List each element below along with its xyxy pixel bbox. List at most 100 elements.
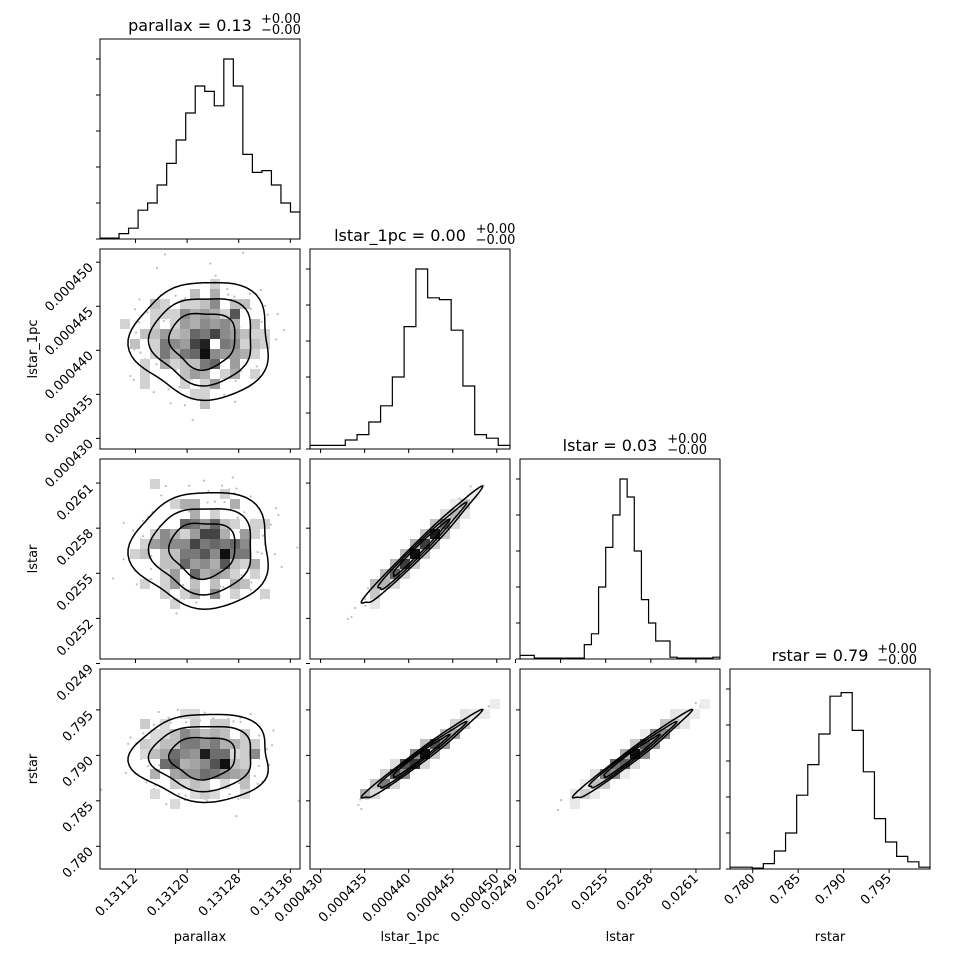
contour: [376, 720, 468, 789]
scatter-point: [167, 388, 170, 391]
density-cell: [200, 369, 210, 379]
scatter-point: [188, 484, 191, 487]
scatter-point: [176, 708, 179, 711]
scatter-point: [100, 788, 103, 791]
density-cell: [390, 759, 400, 769]
density-cell: [140, 719, 150, 729]
contour: [587, 720, 678, 789]
density-cell: [170, 769, 180, 779]
panel-parallax-vs-parallax: parallax = 0.13 +0.00−0.00: [96, 12, 301, 243]
scatter-point: [243, 511, 246, 514]
density-cell: [380, 579, 390, 589]
scatter-point: [346, 617, 349, 620]
density-cell: [680, 709, 690, 719]
scatter-point: [277, 513, 280, 516]
y-tick-label-lstar: 0.0255: [54, 572, 97, 615]
scatter-point: [183, 404, 187, 407]
x-tick-label-parallax: 0.13128: [196, 871, 245, 920]
scatter-point: [158, 764, 161, 767]
density-cell: [150, 309, 160, 319]
density-cell: [210, 279, 220, 289]
scatter-point: [138, 298, 141, 301]
density-cell: [200, 359, 210, 369]
scatter-point: [124, 771, 127, 774]
density-cell: [220, 519, 230, 529]
scatter-point: [212, 717, 215, 720]
density-cell: [150, 729, 160, 739]
density-cell: [170, 329, 180, 339]
density-cell: [200, 389, 210, 399]
contour: [147, 298, 252, 387]
density-cell: [230, 519, 240, 529]
scatter-point: [249, 588, 252, 591]
density-cell: [200, 569, 210, 579]
density-cell: [200, 529, 210, 539]
density-cell: [200, 379, 210, 389]
density-cell: [590, 779, 600, 789]
scatter-point: [556, 808, 560, 812]
density-cell: [220, 749, 230, 759]
density-cell: [180, 359, 190, 369]
scatter-point: [260, 320, 263, 323]
density-cell: [420, 749, 430, 759]
density-cell: [380, 779, 390, 789]
density-cell: [150, 749, 160, 759]
density-cell: [700, 699, 710, 709]
scatter-point: [469, 485, 472, 488]
density-cell: [220, 329, 230, 339]
scatter-point: [187, 510, 191, 513]
density-cell: [160, 559, 170, 569]
histogram-lstar_1pc: [310, 268, 510, 449]
density-cell: [240, 559, 250, 569]
scatter-point: [232, 720, 235, 723]
panel-lstar-vs-lstar: lstar = 0.03 +0.00−0.00: [514, 432, 721, 663]
density-cell: [210, 539, 220, 549]
histogram-lstar: [520, 478, 720, 659]
density-cell: [140, 539, 150, 549]
scatter-point: [150, 555, 153, 558]
scatter-point: [249, 495, 252, 498]
density-cell: [230, 759, 240, 769]
density-cell: [670, 709, 680, 719]
histogram-rstar: [730, 692, 930, 869]
density-cell: [180, 729, 190, 739]
density-cell: [190, 559, 200, 569]
density-cell: [160, 759, 170, 769]
density-cell: [140, 379, 150, 389]
density-cell: [180, 309, 190, 319]
y-tick-label-lstar: 0.0249: [54, 662, 97, 705]
density-cell: [240, 759, 250, 769]
scatter-point: [360, 807, 363, 811]
panel-rstar-vs-lstar: [514, 668, 721, 873]
title-sup-lstar_1pc: +0.00: [476, 222, 516, 237]
density-cell: [240, 749, 250, 759]
density-cell: [460, 509, 470, 519]
title-rstar: rstar = 0.79: [772, 646, 869, 665]
title-sup-parallax: +0.00: [261, 12, 301, 27]
scatter-point: [129, 374, 132, 378]
density-cell: [190, 759, 200, 769]
density-cell: [630, 759, 640, 769]
scatter-point: [206, 799, 209, 802]
density-cell: [440, 739, 450, 749]
scatter-point: [155, 363, 158, 366]
density-cell: [160, 739, 170, 749]
scatter-point: [316, 732, 318, 734]
scatter-point: [214, 274, 217, 277]
density-cell: [420, 759, 430, 769]
density-cell: [180, 549, 190, 559]
density-cell: [160, 749, 170, 759]
density-cell: [170, 539, 180, 549]
scatter-point: [164, 484, 167, 488]
density-cell: [420, 539, 430, 549]
scatter-point: [259, 289, 262, 292]
density-cell: [200, 329, 210, 339]
density-cell: [160, 529, 170, 539]
y-tick-label-lstar_1pc: 0.000450: [42, 260, 96, 314]
scatter-point: [206, 501, 209, 504]
scatter-point: [181, 583, 185, 587]
density-cell: [190, 299, 200, 309]
scatter-point: [265, 748, 268, 751]
panel-frame: [519, 458, 721, 660]
density-cell: [260, 339, 270, 349]
